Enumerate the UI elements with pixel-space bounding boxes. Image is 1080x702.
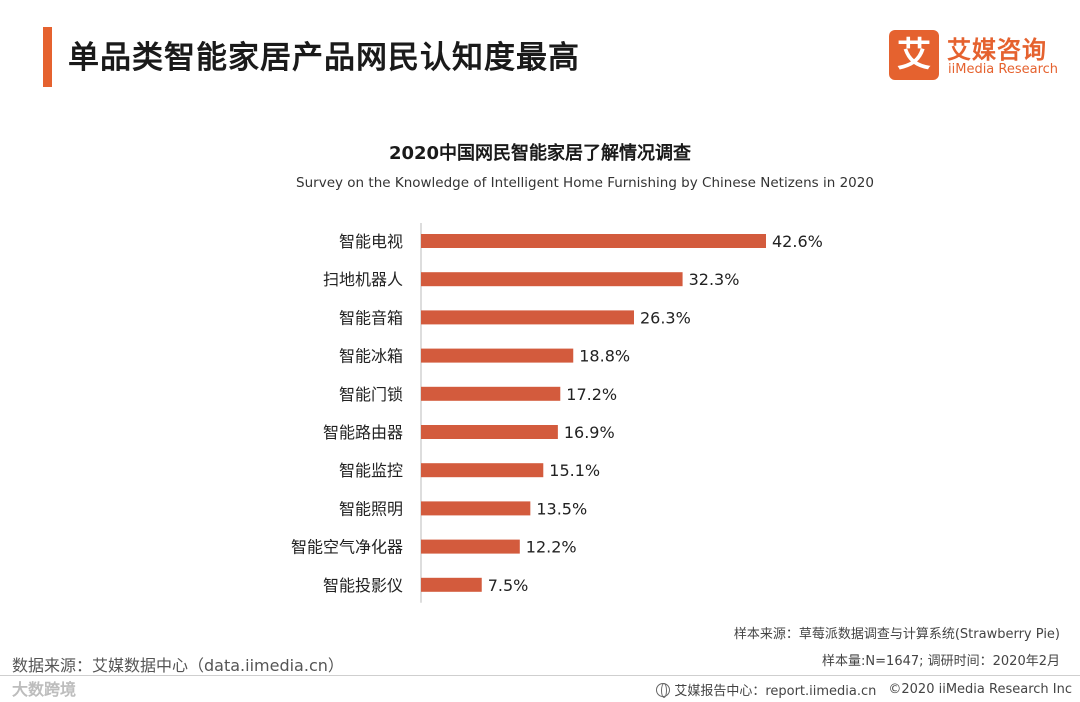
value-label: 16.9% [564, 423, 615, 442]
value-label: 42.6% [772, 232, 823, 251]
value-label: 13.5% [536, 499, 587, 518]
value-label: 12.2% [526, 538, 577, 557]
value-label: 26.3% [640, 308, 691, 327]
value-label: 32.3% [689, 270, 740, 289]
category-label: 智能音箱 [339, 308, 403, 327]
logo-name-en: iiMedia Research [948, 62, 1059, 77]
sample-size-note: 样本量:N=1647; 调研时间：2020年2月 [822, 654, 1060, 669]
category-label: 智能电视 [339, 232, 403, 251]
bar [421, 577, 482, 592]
bar [421, 463, 544, 478]
iimedia-logo: 艾 艾媒咨询 iiMedia Research [889, 30, 1069, 82]
bar [421, 310, 634, 325]
sample-source-note: 样本来源：草莓派数据调查与计算系统(Strawberry Pie) [733, 627, 1060, 642]
bar [421, 501, 531, 516]
category-label: 扫地机器人 [323, 270, 403, 289]
category-label: 智能监控 [339, 461, 403, 480]
category-label: 智能路由器 [323, 423, 403, 442]
chart-subtitle: Survey on the Knowledge of Intelligent H… [296, 175, 874, 191]
page-title: 单品类智能家居产品网民认知度最高 [68, 40, 580, 76]
bar [421, 425, 558, 439]
bar [421, 348, 574, 363]
category-label: 智能门锁 [339, 385, 403, 404]
footer-report-center[interactable]: 艾媒报告中心：report.iimedia.cn [674, 684, 877, 699]
value-label: 17.2% [566, 385, 617, 404]
bar [421, 539, 520, 554]
footer: 艾媒报告中心：report.iimedia.cn ©2020 iiMedia R… [656, 680, 1072, 699]
logo-name-cn: 艾媒咨询 [947, 36, 1047, 64]
category-label: 智能冰箱 [339, 347, 403, 366]
bar [421, 234, 766, 248]
category-label: 智能空气净化器 [291, 538, 403, 557]
globe-icon [656, 682, 671, 698]
title-accent-bar [43, 27, 52, 87]
data-source: 数据来源：艾媒数据中心（data.iimedia.cn） [12, 656, 344, 675]
value-label: 18.8% [579, 347, 630, 366]
category-label: 智能照明 [339, 499, 403, 518]
chart-title: 2020中国网民智能家居了解情况调查 [388, 143, 692, 164]
value-label: 7.5% [488, 576, 529, 595]
footer-divider [0, 675, 1080, 676]
bar [421, 272, 683, 287]
logo-mark-icon: 艾 [889, 30, 939, 80]
category-label: 智能投影仪 [323, 576, 403, 595]
bar [421, 386, 561, 401]
footer-copyright: ©2020 iiMedia Research Inc [888, 682, 1072, 697]
value-label: 15.1% [549, 461, 600, 480]
watermark: 大数跨境 [12, 680, 77, 699]
